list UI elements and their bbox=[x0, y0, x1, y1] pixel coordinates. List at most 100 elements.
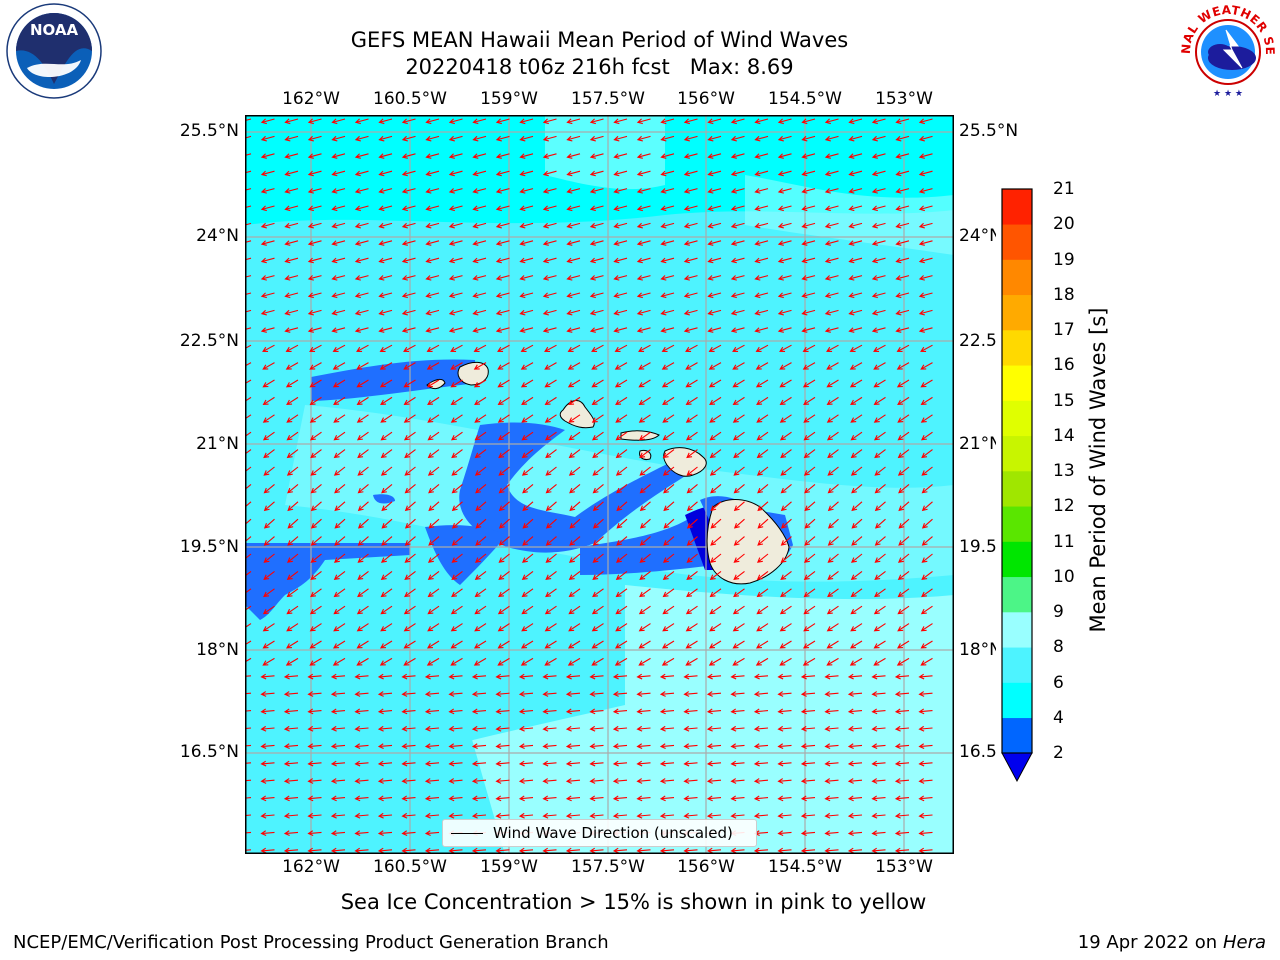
wind-wave-arrow bbox=[661, 657, 675, 666]
wind-wave-arrow bbox=[474, 623, 487, 632]
wind-wave-arrow bbox=[520, 640, 534, 649]
wind-wave-arrow bbox=[686, 518, 698, 529]
wind-wave-arrow bbox=[612, 760, 628, 767]
wind-wave-arrow bbox=[754, 135, 769, 142]
wind-wave-arrow bbox=[755, 362, 769, 370]
wind-wave-arrow bbox=[708, 657, 722, 666]
wind-wave-arrow bbox=[427, 414, 440, 423]
wind-wave-arrow bbox=[285, 379, 299, 388]
wind-wave-arrow bbox=[424, 673, 440, 680]
wind-wave-arrow bbox=[615, 431, 628, 441]
wind-wave-arrow bbox=[518, 691, 534, 697]
wind-wave-arrow bbox=[663, 501, 675, 512]
wind-wave-arrow bbox=[826, 414, 839, 423]
wind-wave-arrow bbox=[920, 414, 933, 423]
wind-wave-arrow bbox=[591, 623, 604, 632]
wind-wave-arrow bbox=[404, 483, 416, 494]
wind-wave-arrow bbox=[472, 240, 487, 246]
wind-wave-arrow bbox=[544, 640, 557, 649]
wind-wave-arrow bbox=[756, 588, 769, 598]
wind-wave-arrow bbox=[474, 553, 487, 563]
wind-wave-arrow bbox=[519, 309, 534, 316]
wind-wave-arrow bbox=[616, 518, 628, 529]
wind-wave-arrow bbox=[495, 257, 510, 264]
wind-wave-arrow bbox=[425, 118, 440, 125]
wind-wave-arrow bbox=[330, 795, 346, 802]
wind-wave-arrow bbox=[245, 292, 252, 296]
wind-wave-arrow bbox=[894, 743, 910, 750]
wind-wave-arrow bbox=[567, 640, 581, 649]
wind-wave-arrow bbox=[471, 795, 487, 802]
wind-wave-arrow bbox=[803, 466, 816, 476]
wind-wave-arrow bbox=[542, 725, 557, 732]
wind-wave-arrow bbox=[448, 847, 463, 854]
wind-wave-arrow bbox=[639, 501, 651, 512]
wind-wave-arrow bbox=[565, 795, 581, 802]
wind-wave-arrow bbox=[307, 170, 322, 177]
wind-wave-arrow bbox=[662, 623, 675, 632]
wind-wave-arrow bbox=[283, 673, 299, 680]
wind-wave-arrow bbox=[521, 431, 534, 441]
wind-wave-arrow bbox=[800, 708, 816, 715]
wind-wave-arrow bbox=[310, 466, 322, 476]
svg-text:★ ★ ★: ★ ★ ★ bbox=[1213, 89, 1243, 99]
wind-wave-arrow bbox=[589, 240, 604, 246]
wind-wave-arrow bbox=[638, 362, 651, 370]
wind-wave-arrow bbox=[450, 344, 463, 352]
lat-tick-left: 16.5°N bbox=[179, 742, 239, 762]
wind-wave-arrow bbox=[660, 135, 675, 142]
wind-wave-arrow bbox=[307, 691, 322, 697]
wind-wave-arrow bbox=[804, 501, 816, 512]
wind-wave-arrow bbox=[245, 257, 252, 261]
wind-wave-arrow bbox=[472, 170, 487, 177]
wind-wave-arrow bbox=[475, 483, 487, 494]
noaa-logo-text: NOAA bbox=[30, 21, 79, 39]
lat-tick-left: 19.5°N bbox=[179, 537, 239, 557]
wind-wave-arrow bbox=[518, 847, 534, 854]
wind-wave-arrow bbox=[803, 449, 816, 459]
wind-wave-arrow bbox=[566, 222, 581, 229]
wind-wave-arrow bbox=[614, 379, 628, 388]
wind-wave-arrow bbox=[732, 657, 745, 666]
wind-wave-arrow bbox=[873, 379, 886, 388]
wind-wave-arrow bbox=[307, 778, 322, 784]
wind-wave-arrow bbox=[545, 501, 557, 512]
wind-wave-arrow bbox=[424, 847, 440, 854]
wind-wave-arrow bbox=[542, 257, 557, 264]
lon-tick-bottom: 159°W bbox=[480, 857, 538, 877]
wind-wave-arrow bbox=[497, 396, 510, 406]
wind-wave-arrow bbox=[263, 570, 275, 581]
wind-wave-arrow bbox=[451, 553, 463, 563]
wind-wave-arrow bbox=[472, 188, 487, 194]
wind-wave-arrow bbox=[756, 570, 769, 581]
wind-wave-arrow bbox=[685, 640, 698, 649]
wind-wave-arrow bbox=[542, 292, 557, 299]
wind-wave-arrow bbox=[800, 743, 816, 750]
wind-wave-arrow bbox=[401, 257, 416, 264]
low-period-region bbox=[245, 543, 410, 620]
footer-machine: Hera bbox=[1222, 932, 1266, 953]
wind-wave-arrow bbox=[918, 118, 933, 125]
wind-wave-arrow bbox=[403, 396, 416, 406]
wind-wave-arrow bbox=[683, 725, 698, 732]
wind-wave-arrow bbox=[730, 240, 745, 246]
wind-wave-arrow bbox=[566, 153, 581, 159]
wind-wave-arrow bbox=[448, 118, 463, 125]
wind-wave-arrow bbox=[851, 536, 863, 546]
wind-wave-arrow bbox=[567, 362, 581, 370]
wind-wave-arrow bbox=[918, 691, 933, 697]
wind-wave-arrow bbox=[284, 135, 299, 142]
lon-tick-bottom: 156°W bbox=[677, 857, 735, 877]
wind-wave-arrow bbox=[424, 691, 440, 697]
wind-wave-arrow bbox=[615, 588, 628, 598]
wind-wave-arrow bbox=[380, 605, 393, 615]
wind-wave-arrow bbox=[245, 222, 252, 226]
wind-wave-arrow bbox=[730, 691, 745, 697]
wind-wave-arrow bbox=[847, 725, 863, 732]
wind-wave-arrow bbox=[354, 309, 369, 316]
wind-wave-arrow bbox=[520, 344, 534, 352]
noaa-logo: NOAA bbox=[6, 3, 102, 99]
wind-wave-arrow bbox=[354, 275, 369, 281]
wind-wave-arrow bbox=[425, 205, 440, 212]
wind-wave-arrow bbox=[518, 812, 534, 819]
